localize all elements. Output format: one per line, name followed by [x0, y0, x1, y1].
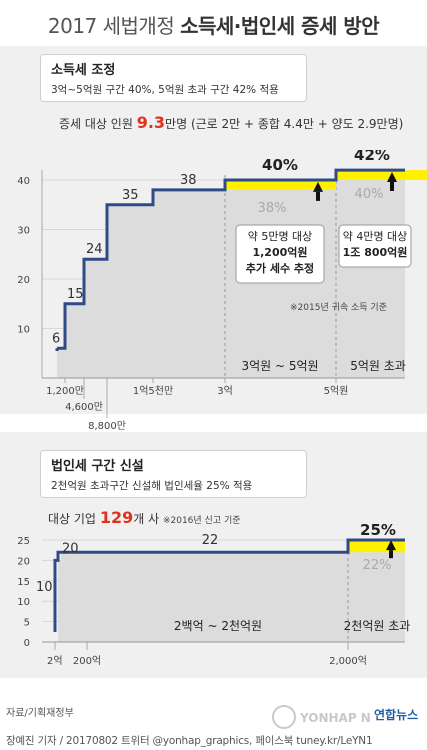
bracket-label: 5억원 초과: [350, 359, 406, 373]
y-tick-label: 15: [17, 577, 30, 588]
income-box-title: 소득세 조정: [51, 63, 116, 78]
old-rate-label: 22%: [363, 558, 392, 573]
x-tick-label: 200억: [73, 655, 101, 667]
new-rate-label: 25%: [360, 521, 396, 539]
old-rate-label: 38%: [258, 201, 287, 216]
new-rate-label: 42%: [354, 150, 390, 164]
step-label: 10: [36, 580, 53, 595]
callout-over5-line: 1조 800억원: [343, 245, 408, 259]
y-tick-label: 20: [17, 556, 30, 567]
income-box-desc: 3억~5억원 구간 40%, 5억원 초과 구간 42% 적용: [51, 84, 279, 96]
y-tick-label: 10: [17, 597, 30, 608]
callout-3to5-line: 1,200억원: [252, 245, 307, 259]
step-bar: [153, 189, 225, 378]
old-rate-label: 40%: [355, 187, 384, 202]
source-note: 자료/기획재정부: [6, 708, 74, 719]
income-footnote: ※2015년 귀속 소득 기준: [290, 302, 387, 313]
y-tick-label: 40: [17, 176, 30, 187]
increase-band: [348, 540, 405, 553]
corp-target-tail: 개 사: [133, 512, 160, 526]
y-tick-label: 20: [17, 275, 30, 286]
x-tick-label: 5억원: [324, 385, 349, 397]
step-bar: [61, 552, 348, 642]
corp-target-note: ※2016년 신고 기준: [162, 516, 241, 526]
step-label: 15: [67, 287, 84, 302]
y-tick-label: 0: [24, 638, 30, 649]
step-bar: [84, 259, 107, 378]
step-line: [57, 168, 405, 350]
title-main: 소득세·법인세 증세 방안: [180, 14, 380, 38]
bracket-label: 2천억원 초과: [344, 618, 411, 633]
corp-target-info: 대상 기업 129개 사 ※2016년 신고 기준: [48, 508, 241, 527]
up-arrow-icon: [390, 182, 394, 191]
logo-text: 연합뉴스: [374, 707, 418, 722]
callout-3to5-line: 약 5만명 대상: [248, 229, 313, 243]
step-bar: [65, 303, 84, 378]
callout-over5-line: 약 4만명 대상: [343, 229, 408, 243]
corp-target-value: 129: [99, 508, 134, 527]
corp-box-title: 법인세 구간 신설: [51, 459, 144, 474]
x-tick-label: 2억: [47, 655, 63, 667]
income-target-label: 증세 대상 인원: [59, 117, 133, 131]
step-bar: [107, 204, 153, 378]
corp-box-desc: 2천억원 초과구간 신설해 법인세율 25% 적용: [51, 480, 253, 492]
step-label: 24: [86, 242, 103, 257]
up-arrow-icon: [386, 540, 396, 551]
x-tick-label: 2,000억: [329, 655, 367, 667]
increase-band: [225, 180, 336, 190]
step-bar: [348, 552, 405, 642]
callout-3to5-line: 추가 세수 추정: [246, 261, 314, 275]
credit-line: 장예진 기자 / 20170802 트위터 @yonhap_graphics, …: [6, 735, 373, 747]
up-arrow-icon: [387, 172, 397, 182]
bracket-label: 3억원 ~ 5억원: [241, 359, 318, 373]
up-arrow-icon: [316, 191, 320, 201]
page-title: 2017 세법개정 소득세·법인세 증세 방안: [0, 10, 427, 39]
up-arrow-icon: [389, 550, 393, 559]
step-bar: [336, 170, 405, 378]
up-arrow-icon: [313, 181, 323, 192]
step-label: 22: [202, 533, 219, 548]
x-tick-label: 1억5천만: [133, 385, 173, 397]
step-line: [53, 538, 405, 602]
increase-band: [336, 170, 427, 180]
bracket-label: 2백억 ~ 2천억원: [174, 618, 262, 633]
corp-tax-chart: 0 5 10 15 20 25 10 20 22 25% 22% 2백억 ~ 2천억원 2천억원 초과 2…: [17, 521, 411, 667]
x-tick-label: 8,800만: [88, 420, 126, 430]
step-bar: [57, 348, 65, 378]
x-tick-label: 1,200만: [46, 385, 84, 397]
yonhap-logo: YONHAP NEWS 연합뉴스: [272, 705, 424, 729]
x-tick-label: 3억: [217, 385, 233, 397]
y-tick-label: 5: [24, 618, 30, 629]
y-tick-label: 25: [17, 536, 30, 547]
step-label: 38: [180, 173, 197, 188]
y-tick-label: 30: [17, 226, 30, 237]
callout-over5: [338, 224, 412, 268]
y-tick-label: 10: [17, 325, 30, 336]
new-rate-label: 40%: [262, 156, 298, 174]
corp-target-label: 대상 기업: [48, 512, 96, 526]
income-target-tail: 만명 (근로 2만 + 종합 4.4만 + 양도 2.9만명): [165, 117, 404, 131]
step-label: 20: [62, 541, 79, 556]
income-tax-chart: 10 20 30 40 6 15 24 35 38 40% 42% 38% 40% 약 5만명 대상 1,2…: [17, 150, 427, 430]
corp-tax-box: 법인세 구간 신설 2천억원 초과구간 신설해 법인세율 25% 적용: [40, 450, 307, 498]
title-year: 2017 세법개정: [47, 14, 175, 38]
callout-3to5: [235, 224, 325, 284]
step-label: 35: [122, 188, 139, 203]
income-tax-box: 소득세 조정 3억~5억원 구간 40%, 5억원 초과 구간 42% 적용: [40, 54, 307, 102]
step-label: 6: [52, 331, 60, 346]
x-tick-label: 4,600만: [65, 401, 103, 413]
income-target-value: 9.3: [136, 113, 166, 132]
income-target-info: 증세 대상 인원 9.3만명 (근로 2만 + 종합 4.4만 + 양도 2.9…: [59, 113, 403, 132]
